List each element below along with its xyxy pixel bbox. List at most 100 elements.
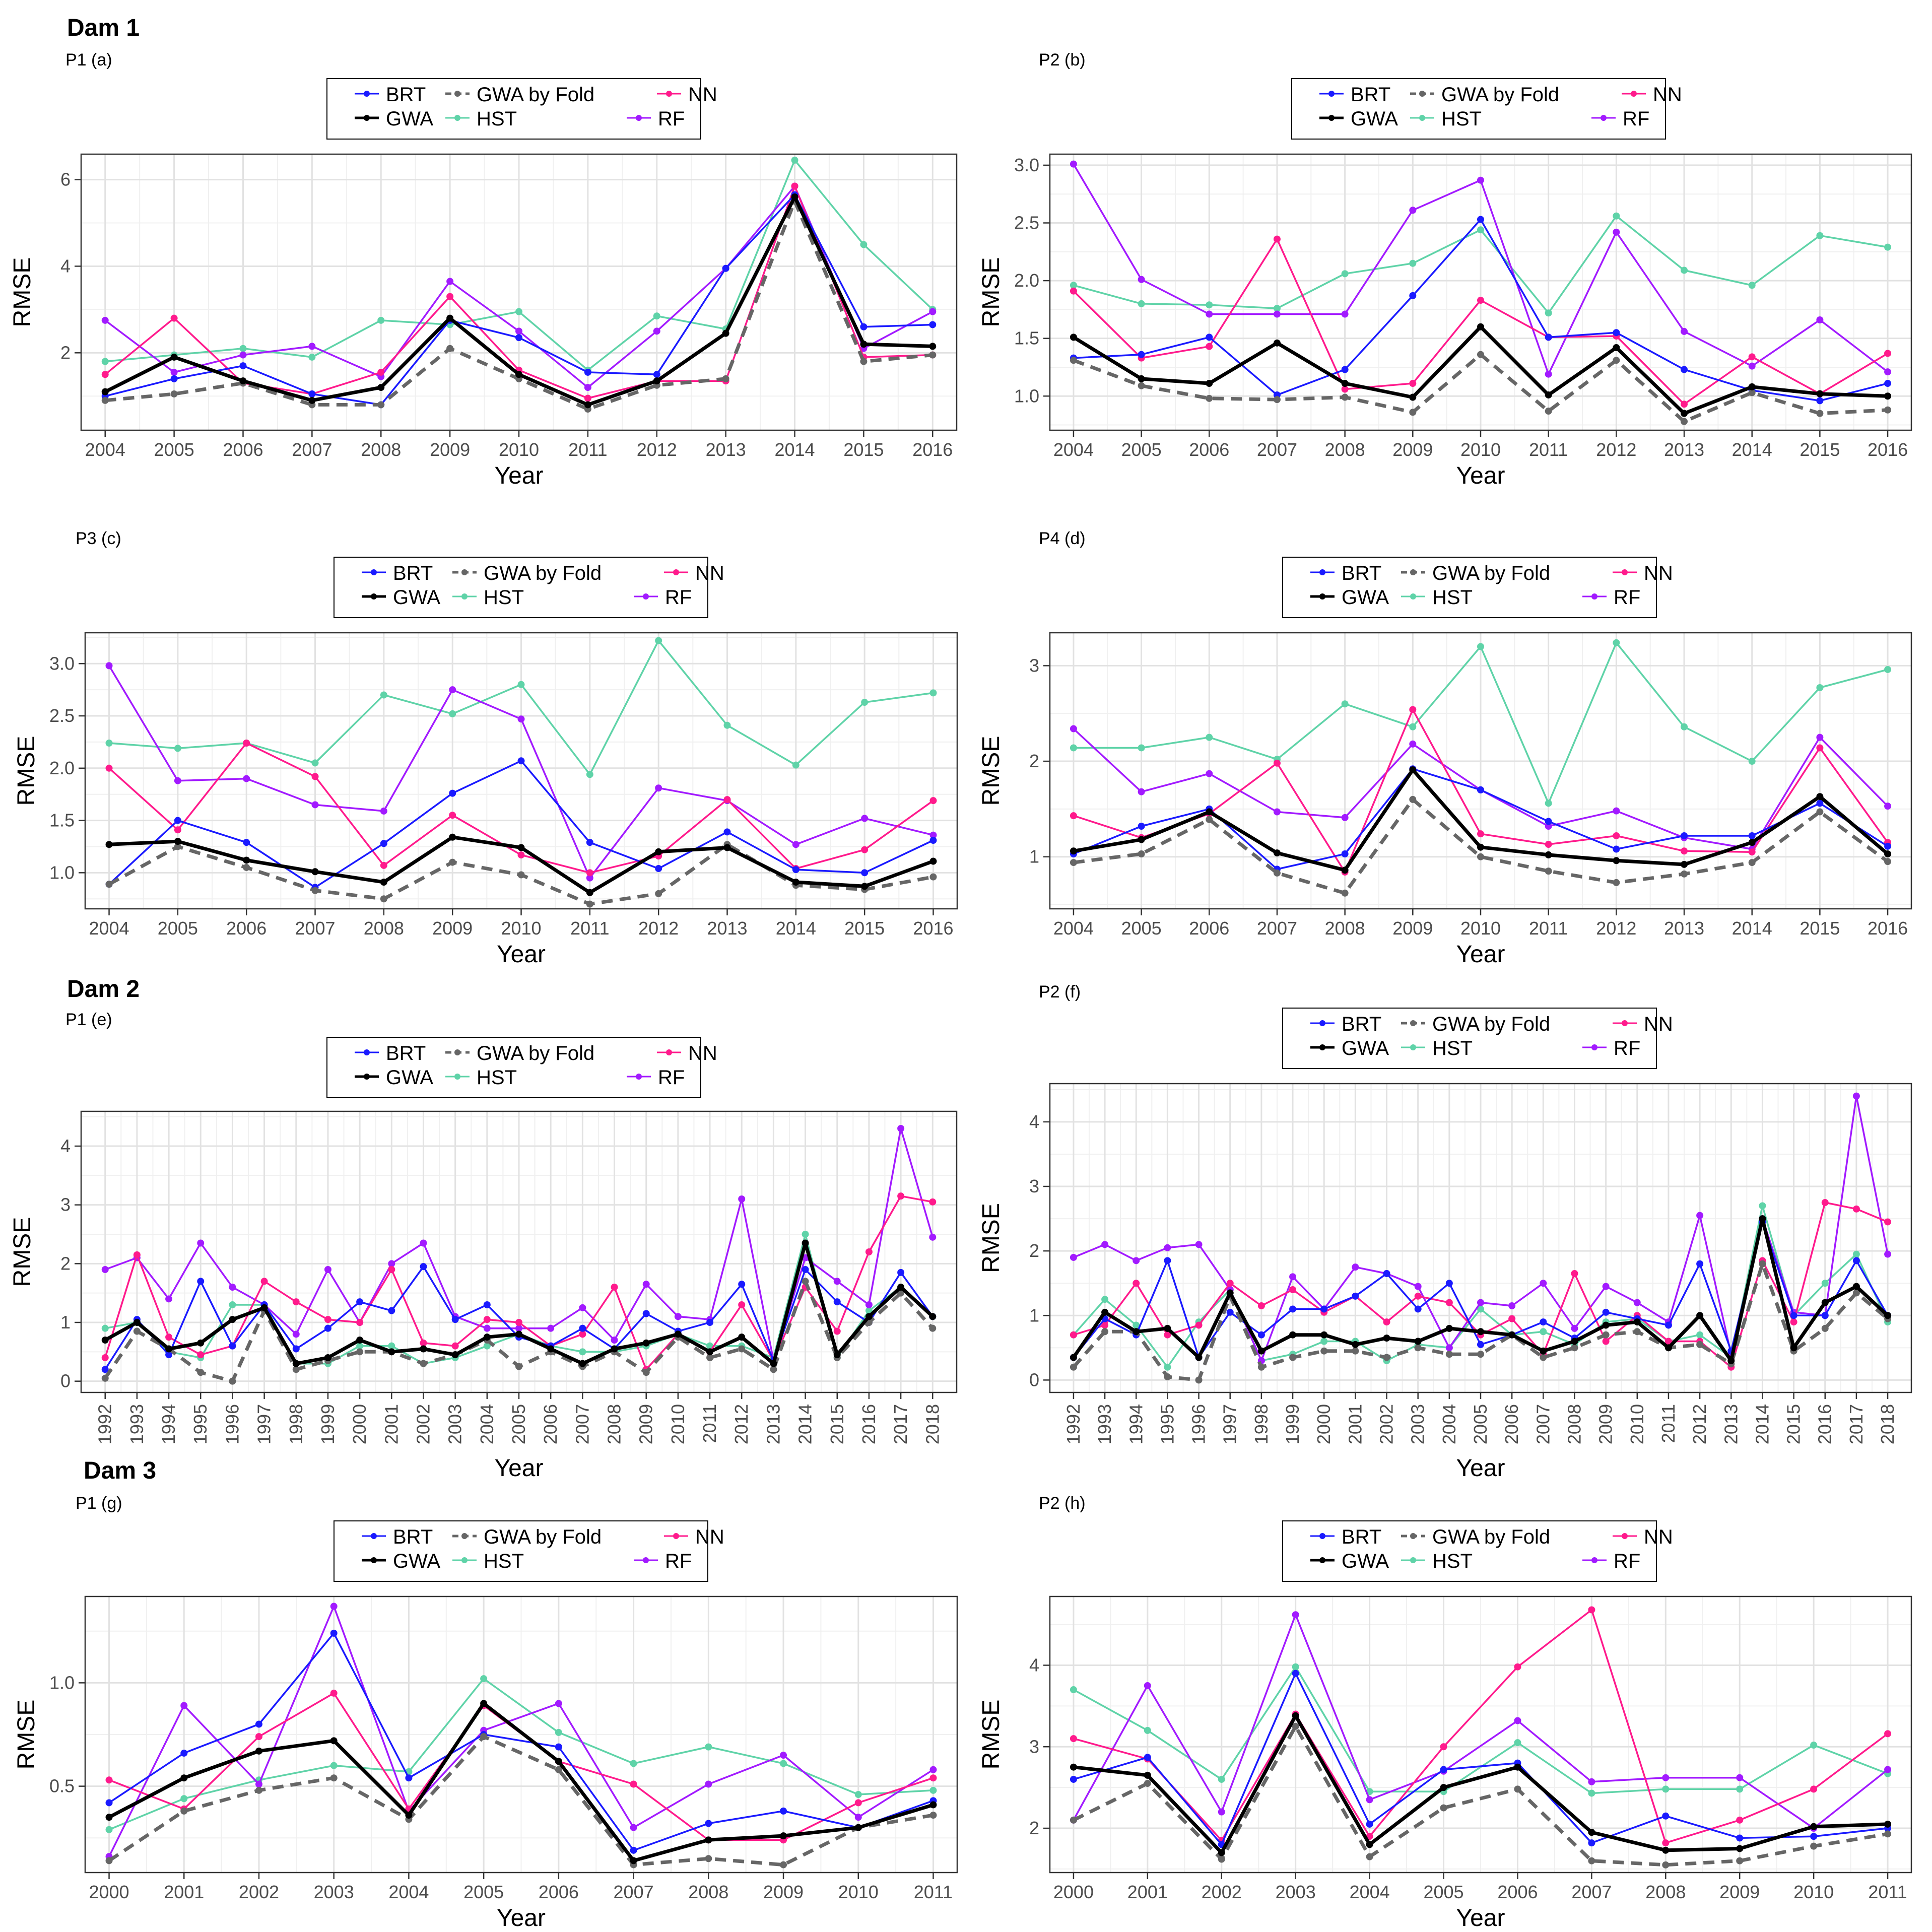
data-point-gwa [802,1239,809,1247]
legend-item-rf: RF [632,1550,692,1573]
data-point-rf [449,686,456,694]
data-point-nn [105,1776,113,1784]
data-point-brt [380,840,387,847]
data-point-rf [865,1301,873,1308]
legend-label-brt: BRT [1342,562,1382,584]
data-point-nn [1226,1280,1234,1287]
data-point-hst [1852,1250,1860,1258]
y-axis-title: RMSE [978,1203,1005,1273]
data-point-gwa [1696,1312,1704,1319]
data-point-rf [1613,807,1620,815]
x-tick-label: 2003 [314,1882,354,1902]
y-tick-label: 4 [1029,1655,1039,1676]
data-point-gwa-by-fold [1852,1289,1860,1297]
data-point-gwa-by-fold [101,1374,109,1382]
y-tick-label: 0 [1029,1369,1039,1390]
legend-key-rf [1580,1555,1609,1568]
data-point-rf [1736,1774,1744,1781]
x-tick-label: 2011 [699,1404,720,1443]
data-point-rf [1273,310,1281,318]
data-point-nn [1101,1321,1109,1329]
data-point-nn [1289,1286,1297,1293]
data-point-nn [1257,1302,1265,1310]
x-tick-label: 2012 [638,918,679,939]
data-point-hst [586,771,593,778]
data-point-gwa [165,1345,173,1353]
x-tick-label: 2004 [1439,1404,1459,1444]
legend-label-gwa-by-fold: GWA by Fold [477,83,595,106]
data-point-gwa [1816,793,1824,801]
data-point-hst [1545,800,1552,807]
panel-label-p3-c: P3 (c) [76,529,121,548]
data-point-gwa [1257,1347,1265,1355]
data-point-hst [229,1301,236,1308]
data-point-nn [324,1316,331,1323]
data-point-gwa-by-fold [929,351,937,359]
data-point-gwa [1440,1784,1447,1791]
dam-1-title: Dam 1 [67,15,140,41]
x-axis-title: Year [495,462,544,489]
legend-key-hst [1399,1555,1427,1568]
y-axis-title: RMSE [978,1700,1005,1770]
data-point-rf [229,1284,236,1291]
data-point-brt [1440,1766,1447,1773]
x-tick-label: 2015 [1800,918,1840,939]
data-point-gwa-by-fold [1816,808,1824,816]
data-point-gwa-by-fold [1736,1857,1744,1864]
data-point-nn [897,1192,905,1200]
x-tick-label: 2009 [1392,918,1433,939]
data-point-gwa-by-fold [1320,1347,1328,1355]
data-point-gwa-by-fold [1696,1341,1704,1348]
data-point-gwa [170,353,178,361]
data-point-nn [1477,830,1484,838]
x-tick-label: 2010 [1460,918,1501,939]
data-point-gwa [897,1284,905,1291]
data-point-gwa-by-fold [1341,393,1349,401]
data-point-hst [579,1348,586,1356]
x-tick-label: 1992 [95,1404,115,1444]
data-point-rf [1273,808,1281,816]
x-tick-label: 2008 [361,439,401,460]
data-point-nn [738,1301,746,1308]
data-point-gwa [1545,851,1552,858]
data-point-hst [1816,684,1824,691]
data-point-gwa-by-fold [1588,1857,1595,1864]
legend-label-brt: BRT [393,562,433,584]
legend-p1-a: BRT GWA by Fold NN GWA HST RF [326,78,717,140]
data-point-rf [1138,788,1145,795]
data-point-brt [780,1807,787,1815]
data-point-gwa-by-fold [722,375,729,382]
data-point-nn [133,1251,141,1258]
legend-key-rf [632,591,660,604]
data-point-brt [655,865,662,873]
data-point-hst [380,691,387,699]
data-point-gwa-by-fold [1821,1324,1829,1332]
data-point-brt [1144,1754,1151,1761]
data-point-rf [1681,327,1688,335]
y-tick-label: 1 [1029,1305,1039,1325]
data-point-gwa [655,848,662,855]
data-point-rf [1352,1263,1359,1271]
y-tick-label: 3.0 [1014,155,1039,175]
data-point-rf [1101,1241,1109,1248]
x-tick-label: 2015 [1783,1404,1804,1444]
data-point-gwa-by-fold [480,1733,488,1741]
data-point-gwa-by-fold [1383,1354,1390,1361]
data-point-rf [1218,1808,1225,1816]
data-point-nn [1070,287,1077,295]
y-axis-title: RMSE [9,1217,36,1287]
data-point-gwa-by-fold [1514,1785,1521,1793]
data-point-rf [584,384,591,391]
data-point-nn [861,846,869,853]
data-point-gwa [1790,1344,1797,1352]
data-point-rf [1164,1244,1171,1251]
legend-item-hst: HST [450,1550,524,1573]
data-point-rf [1195,1241,1203,1248]
data-point-brt [1884,842,1892,850]
panel-label-p2-f: P2 (f) [1039,982,1081,1002]
data-point-gwa [1070,1354,1077,1361]
x-tick-label: 2017 [1846,1404,1867,1444]
data-point-gwa-by-fold [1613,879,1620,886]
x-tick-label: 2010 [1793,1882,1834,1902]
data-point-gwa [1144,1771,1151,1779]
